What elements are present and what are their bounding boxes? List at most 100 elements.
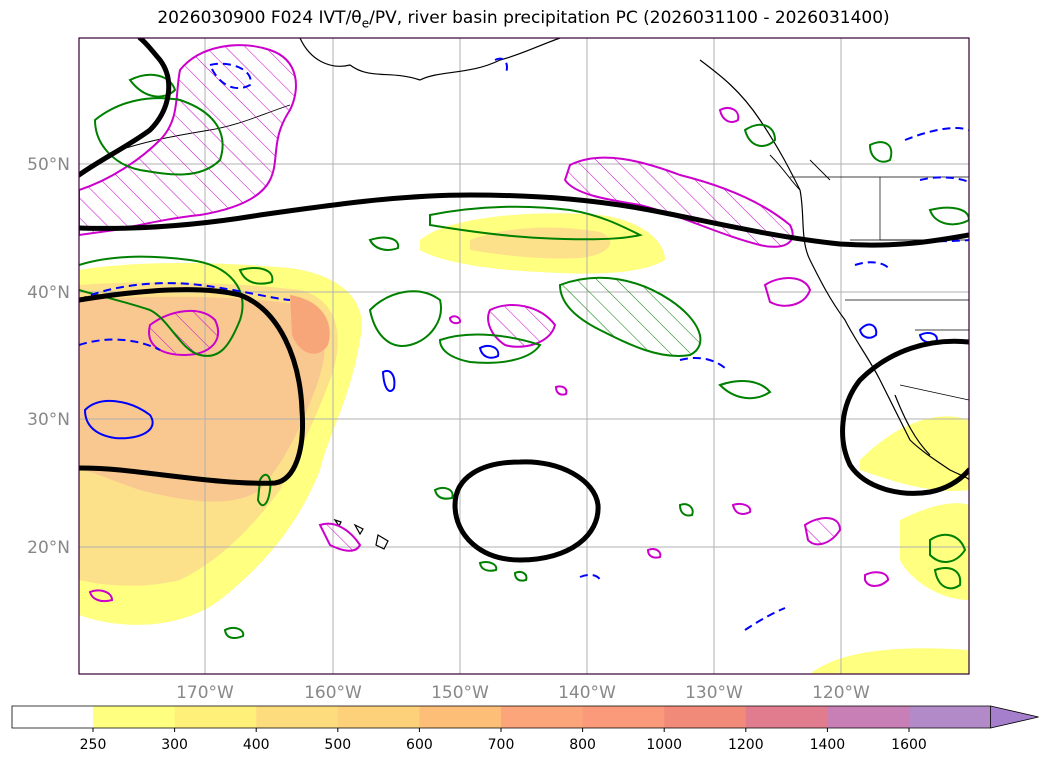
lat-labels: 50°N 40°N 30°N 20°N [27,155,70,558]
lon-label-130w: 130°W [685,683,743,703]
magenta-small-8 [448,315,462,325]
chart-title: 2026030900 F024 IVT/θe/PV, river basin p… [0,8,1047,30]
lat-label-20n: 20°N [27,538,70,558]
title-theta: θ [351,8,362,28]
ivt-south-strip [810,648,969,674]
map-frame [78,37,970,675]
colorbar-tick-label: 1000 [646,737,682,753]
green-nw-1 [93,97,224,176]
black-contour-nw [79,38,172,178]
blue-ne [904,127,969,141]
magenta-small-6 [88,589,114,603]
lat-label-50n: 50°N [27,155,70,175]
colorbar-segment [12,706,94,728]
title-theta-sub: e [361,16,370,31]
lon-labels: 170°W 160°W 150°W 140°W 130°W 120°W [176,683,870,703]
colorbar-segment [174,706,257,728]
hawaii-2 [353,523,364,536]
hawaii-3 [375,534,389,550]
black-contour-east-loop [840,338,969,496]
colorbar-segment [827,706,910,728]
green-mid-small-5 [678,503,694,517]
mexico-border [899,384,969,401]
green-coast-north [743,123,777,147]
colorbar-segment [419,706,502,728]
colorbar: 250 300 400 500 600 700 800 1000 1200 1400 1600 [11,705,1039,753]
green-central-band [429,205,643,241]
colorbar-extend-arrow [990,705,1039,729]
colorbar-tick-label: 600 [406,737,433,753]
magenta-small-4 [864,571,890,587]
green-mid-small-6 [368,236,400,251]
green-south-east-2 [933,567,962,590]
colorbar-tick-label: 700 [488,737,515,753]
green-mid-small-9 [478,561,498,572]
colorbar-segment [745,706,828,728]
colorbar-segment [337,706,420,728]
colorbar-segment [501,706,584,728]
blue-nw [208,62,252,90]
colorbar-tick-label: 800 [569,737,596,753]
magenta-small-2 [318,522,362,552]
magenta-small-3 [803,517,842,546]
black-contour-north-band [79,192,969,248]
colorbar-tick-label: 400 [243,737,270,753]
blue-solid-small-3 [858,323,878,339]
colorbar-tick-label: 250 [80,737,107,753]
lat-label-40n: 40°N [27,283,70,303]
black-contour-central-circle [452,459,601,563]
colorbar-segment [909,706,992,728]
blue-solid-west [83,399,154,440]
green-east [868,141,893,163]
ivt-se-2 [900,503,969,600]
blue-south-2 [579,573,601,581]
green-central-mid [558,276,702,357]
lon-label-150w: 150°W [431,683,489,703]
hawaii-1 [333,518,342,528]
west-coast [799,189,969,481]
black-contours [79,38,969,563]
blue-west-2 [79,338,161,351]
green-central-south [438,333,542,364]
colorbar-tick-label: 1400 [810,737,846,753]
colorbar-tick-label: 500 [324,737,351,753]
colorbar-segment [664,706,747,728]
magenta-small-1 [718,107,740,123]
green-mid-small-7 [238,267,274,285]
blue-solid-small-2 [478,345,500,359]
green-mid-small-4 [433,487,454,500]
colorbar-segment [93,706,176,728]
magenta-north-blob [79,44,297,237]
lon-label-120w: 120°W [812,683,870,703]
green-mid-small-8 [513,570,528,582]
magenta-small-7 [646,548,662,559]
green-mid-small-3 [223,626,245,639]
green-central-west [368,290,442,347]
magenta-contours [79,44,890,603]
green-west-40n [79,255,244,357]
magenta-central [563,156,794,248]
colorbar-segment [582,706,665,728]
blue-west-40n [79,282,291,301]
green-contours [79,73,969,639]
blue-solid-small-1 [381,369,396,392]
ivt-west-peak [290,295,330,354]
alaska-coast [299,38,561,81]
colorbar-tick-label: 1600 [891,737,927,753]
green-nw-2 [128,73,177,98]
blue-ne-2 [919,176,969,183]
blue-coast [854,261,891,271]
colorbar-tick-label: 1200 [728,737,764,753]
map-area [79,38,969,674]
lat-label-30n: 30°N [27,410,70,430]
bc-islands [769,154,831,191]
colorbar-segment [256,706,339,728]
magenta-small-9 [554,385,568,396]
black-contour-west-loop [79,287,306,486]
green-mid-small-1 [718,379,772,400]
baja [894,394,931,456]
lon-label-140w: 140°W [558,683,616,703]
blue-south [744,607,786,631]
title-suffix: /PV, river basin precipitation PC (20260… [369,8,890,28]
